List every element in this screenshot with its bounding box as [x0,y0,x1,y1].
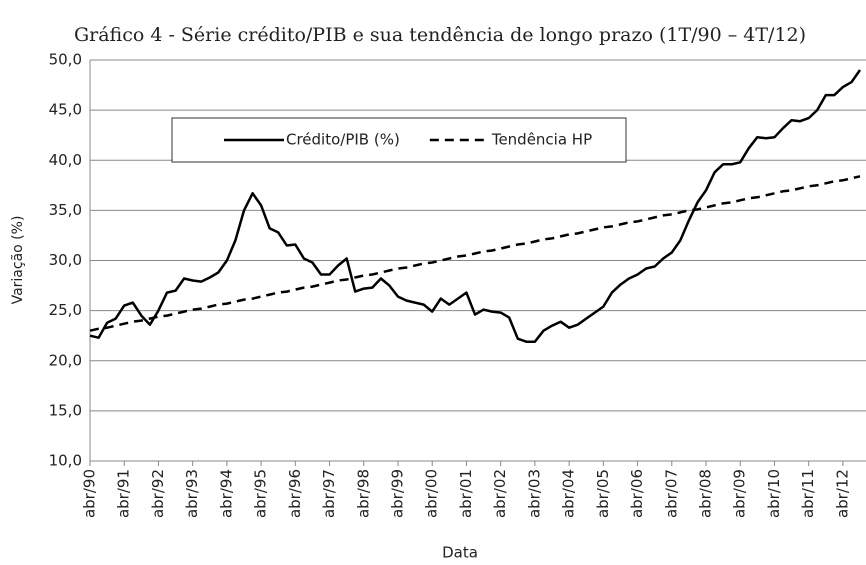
y-tick-label: 25,0 [49,301,82,319]
x-tick-label: abr/04 [560,469,578,518]
line-series [89,69,862,343]
y-tick-label: 40,0 [49,151,82,169]
x-tick-label: abr/99 [389,469,407,518]
y-tick-label: 20,0 [49,351,82,369]
chart-title: Gráfico 4 - Série crédito/PIB e sua tend… [74,24,806,46]
x-tick-label: abr/95 [252,469,270,518]
x-tick-label: abr/07 [662,469,680,518]
x-tick-label: abr/93 [183,469,201,518]
x-tick-label: abr/11 [799,469,817,518]
y-tick-label: 50,0 [49,51,82,69]
x-tick-label: abr/03 [525,469,543,518]
x-tick-label: abr/12 [833,469,851,518]
x-axis-label: Data [442,544,478,562]
x-tick-label: abr/00 [423,469,441,518]
x-tick-label: abr/02 [491,469,509,518]
x-tick-label: abr/06 [628,469,646,518]
x-tick-label: abr/94 [217,469,235,518]
x-tick-label: abr/96 [286,469,304,518]
x-tick-label: abr/98 [354,469,372,518]
y-tick-label: 15,0 [49,401,82,419]
line-series [89,175,861,332]
x-tick-label: abr/10 [765,469,783,518]
x-tick-label: abr/91 [115,469,133,518]
y-tick-label: 35,0 [49,201,82,219]
y-tick-label: 45,0 [49,101,82,119]
x-tick-label: abr/05 [594,469,612,518]
y-axis-label: Variação (%) [10,216,26,305]
legend-label: Tendência HP [491,131,592,149]
y-tick-label: 30,0 [49,251,82,269]
y-tick-label: 10,0 [49,452,82,470]
x-tick-label: abr/01 [457,469,475,518]
x-tick-label: abr/97 [320,469,338,518]
legend-label: Crédito/PIB (%) [286,131,400,149]
x-tick-label: abr/92 [149,469,167,518]
x-tick-label: abr/09 [731,469,749,518]
x-tick-label: abr/90 [81,469,99,518]
x-tick-label: abr/08 [697,469,715,518]
